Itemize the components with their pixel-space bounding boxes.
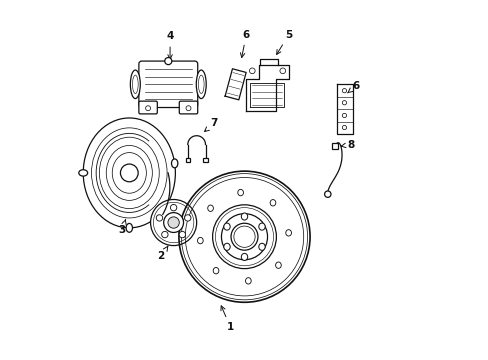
Circle shape bbox=[342, 89, 346, 93]
Ellipse shape bbox=[213, 267, 219, 274]
Circle shape bbox=[230, 223, 258, 250]
Circle shape bbox=[249, 68, 255, 74]
Ellipse shape bbox=[171, 159, 178, 168]
Ellipse shape bbox=[130, 70, 140, 99]
Ellipse shape bbox=[237, 189, 243, 196]
Ellipse shape bbox=[197, 237, 203, 244]
Ellipse shape bbox=[241, 253, 247, 260]
Circle shape bbox=[164, 58, 171, 65]
Ellipse shape bbox=[126, 224, 132, 232]
Ellipse shape bbox=[269, 199, 275, 206]
Text: 1: 1 bbox=[221, 306, 233, 332]
Ellipse shape bbox=[207, 205, 213, 211]
Circle shape bbox=[184, 215, 191, 221]
Text: 8: 8 bbox=[341, 140, 354, 149]
Circle shape bbox=[120, 164, 138, 182]
Ellipse shape bbox=[83, 118, 175, 228]
Bar bbox=[331, 144, 337, 149]
Circle shape bbox=[342, 100, 346, 105]
Ellipse shape bbox=[79, 170, 87, 176]
Circle shape bbox=[163, 213, 183, 233]
Text: 5: 5 bbox=[276, 30, 292, 54]
Ellipse shape bbox=[258, 243, 264, 250]
Circle shape bbox=[185, 106, 191, 111]
FancyBboxPatch shape bbox=[179, 101, 197, 114]
Ellipse shape bbox=[224, 223, 230, 230]
Circle shape bbox=[150, 199, 196, 246]
Text: 4: 4 bbox=[166, 31, 173, 59]
Ellipse shape bbox=[285, 230, 291, 236]
Text: 6: 6 bbox=[347, 81, 359, 93]
Circle shape bbox=[156, 215, 163, 221]
Ellipse shape bbox=[258, 223, 264, 230]
Circle shape bbox=[279, 68, 285, 74]
Ellipse shape bbox=[224, 243, 230, 250]
Circle shape bbox=[170, 204, 177, 211]
Ellipse shape bbox=[275, 262, 281, 269]
Bar bbox=[185, 158, 189, 162]
FancyBboxPatch shape bbox=[139, 101, 157, 114]
Circle shape bbox=[324, 191, 330, 197]
Text: 3: 3 bbox=[119, 219, 126, 235]
Text: 7: 7 bbox=[204, 118, 218, 131]
Ellipse shape bbox=[196, 70, 206, 99]
Circle shape bbox=[342, 113, 346, 118]
Bar bbox=[203, 158, 207, 162]
Ellipse shape bbox=[241, 213, 247, 220]
Circle shape bbox=[162, 231, 168, 238]
Text: 2: 2 bbox=[157, 246, 168, 261]
Circle shape bbox=[167, 217, 179, 228]
Circle shape bbox=[179, 231, 185, 238]
Text: 6: 6 bbox=[240, 30, 249, 58]
Ellipse shape bbox=[245, 278, 251, 284]
Circle shape bbox=[342, 125, 346, 130]
FancyBboxPatch shape bbox=[139, 61, 197, 108]
Circle shape bbox=[233, 226, 255, 247]
Circle shape bbox=[145, 106, 150, 111]
